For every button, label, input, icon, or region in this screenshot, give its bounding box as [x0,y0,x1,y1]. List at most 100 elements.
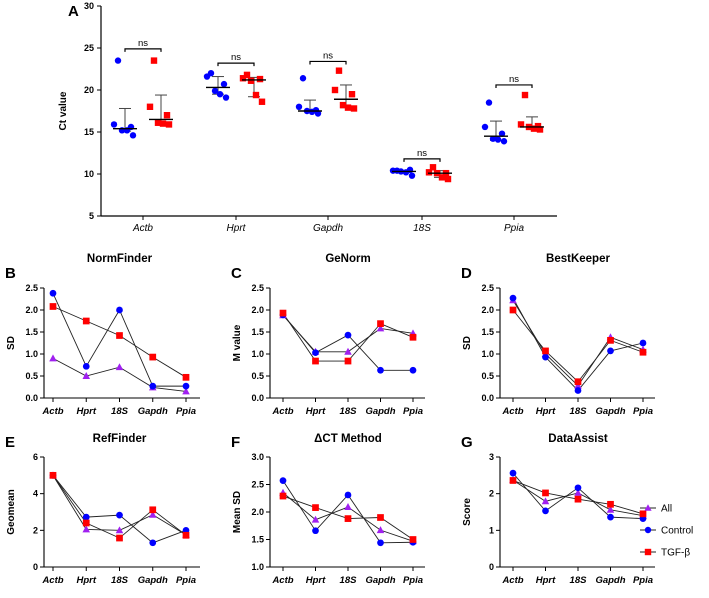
point-control [116,306,123,314]
point-control [498,130,506,137]
point-tgf [331,86,339,94]
point-control [216,91,224,98]
point-all [82,525,91,533]
panel-title: RefFinder [93,433,147,445]
y-axis-label: Mean SD [232,491,243,533]
y-tick-label: 2.5 [251,480,264,490]
y-tick-label: 2.0 [251,305,264,315]
significance-bracket [217,62,255,67]
y-tick-label: 5 [89,211,94,221]
line-control [282,480,414,544]
point-tgf [149,506,157,514]
point-control [574,484,582,492]
panel-letter: E [5,434,15,451]
point-tgf [163,112,171,119]
x-tick-label: Actb [271,406,293,417]
y-tick-label: 0.5 [481,371,494,381]
x-tick-label: 18S [570,575,588,586]
point-all [182,387,190,395]
point-all [148,510,157,518]
triangle-marker-icon [644,504,652,511]
point-tgf [116,534,123,542]
point-tgf [517,121,525,128]
circle-marker-icon [644,526,652,534]
significance-label: ns [323,50,333,61]
significance-label: ns [509,74,519,85]
y-tick-label: 0.5 [251,371,264,381]
point-tgf [444,175,452,183]
point-all [115,363,124,371]
x-tick-label: Gapdh [595,575,625,586]
point-control [489,135,497,142]
panel-title: NormFinder [87,253,153,265]
point-control [299,75,307,82]
y-tick-label: 20 [84,85,94,95]
point-control [494,136,502,143]
panel-title: DataAssist [548,433,608,445]
x-tick-label: Hprt [306,406,326,417]
point-control [389,167,397,174]
y-axis-label: Geomean [6,489,17,535]
point-tgf [335,67,343,74]
point-tgf [247,77,255,84]
x-tick-label: Ppia [633,575,653,586]
point-tgf [159,120,167,127]
panel-d: D BestKeeper 0.0 0.5 1.0 1.5 2.0 2.5 SD Actb Hprt 1… [461,253,655,417]
point-control [409,366,417,374]
point-tgf [534,122,542,130]
y-tick-label: 0 [489,562,494,572]
legend-label: TGF-β [661,548,690,559]
y-tick-label: 1.0 [251,349,264,359]
point-tgf [409,536,417,543]
point-tgf [536,126,544,133]
x-tick-label: Gapdh [138,406,168,417]
panel-f: F ΔCT Method 1.0 1.5 2.0 2.5 3.0 Mean SD Actb Hpr… [231,433,425,586]
panel-e: E RefFinder 0 2 4 6 Geomean Actb Hprt 18S Gapdh Ppi… [5,433,200,586]
x-tick-label: Hprt [536,406,556,417]
point-all [376,324,385,332]
panel-letter: F [231,434,240,451]
point-control [542,507,549,515]
point-tgf [49,303,57,310]
point-all [344,503,352,510]
point-tgf [542,489,549,497]
line-all [512,300,644,387]
y-tick-label: 0 [33,562,38,572]
point-control [203,73,211,80]
y-tick-label: 1.5 [251,327,264,337]
point-tgf [530,125,538,132]
point-tgf [574,495,582,503]
point-all [541,497,550,505]
point-tgf [542,347,549,355]
y-tick-label: 2 [489,489,494,499]
significance-label: ns [231,52,241,63]
y-tick-label: 10 [84,169,94,179]
point-control [500,138,508,145]
y-tick-label: 0.5 [25,371,38,381]
panel-title: GeNorm [325,253,370,265]
y-tick-label: 1.5 [251,535,264,545]
point-tgf [574,378,582,386]
point-control [114,57,122,64]
y-tick-label: 1.5 [481,327,494,337]
point-tgf [438,174,446,181]
point-control [49,289,57,297]
panel-letter: D [461,265,472,282]
y-tick-label: 1.5 [25,327,38,337]
point-tgf [429,164,437,171]
point-control [116,511,123,519]
significance-bracket [124,48,162,52]
point-tgf [165,121,173,128]
point-control [509,294,517,302]
point-all [344,347,352,355]
y-tick-label: 0.0 [25,393,38,403]
point-tgf [258,98,266,105]
point-tgf [607,500,614,508]
point-control [377,366,384,374]
point-tgf [256,75,264,83]
x-tick-label: Gapdh [138,575,168,586]
x-tick-label: Gapdh [365,575,395,586]
point-tgf [425,169,433,176]
panel-letter: G [461,434,473,451]
